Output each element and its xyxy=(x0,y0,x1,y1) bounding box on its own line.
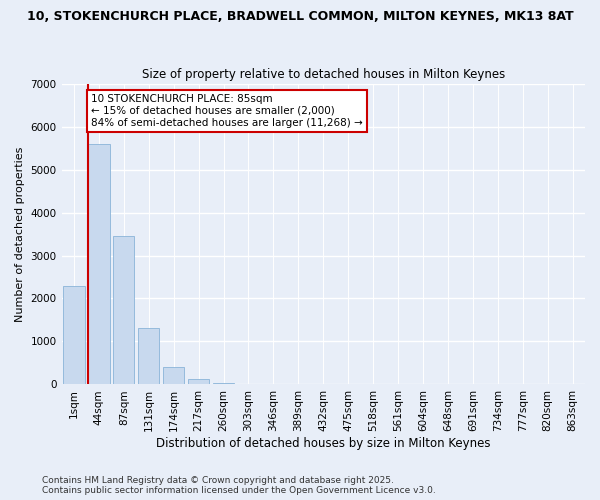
Bar xyxy=(188,380,209,384)
X-axis label: Distribution of detached houses by size in Milton Keynes: Distribution of detached houses by size … xyxy=(156,437,491,450)
Text: 10, STOKENCHURCH PLACE, BRADWELL COMMON, MILTON KEYNES, MK13 8AT: 10, STOKENCHURCH PLACE, BRADWELL COMMON,… xyxy=(26,10,574,23)
Bar xyxy=(64,286,85,384)
Bar xyxy=(113,236,134,384)
Bar xyxy=(213,383,234,384)
Bar xyxy=(163,368,184,384)
Text: 10 STOKENCHURCH PLACE: 85sqm
← 15% of detached houses are smaller (2,000)
84% of: 10 STOKENCHURCH PLACE: 85sqm ← 15% of de… xyxy=(91,94,363,128)
Title: Size of property relative to detached houses in Milton Keynes: Size of property relative to detached ho… xyxy=(142,68,505,81)
Bar xyxy=(138,328,160,384)
Text: Contains HM Land Registry data © Crown copyright and database right 2025.
Contai: Contains HM Land Registry data © Crown c… xyxy=(42,476,436,495)
Bar xyxy=(88,144,110,384)
Y-axis label: Number of detached properties: Number of detached properties xyxy=(15,146,25,322)
